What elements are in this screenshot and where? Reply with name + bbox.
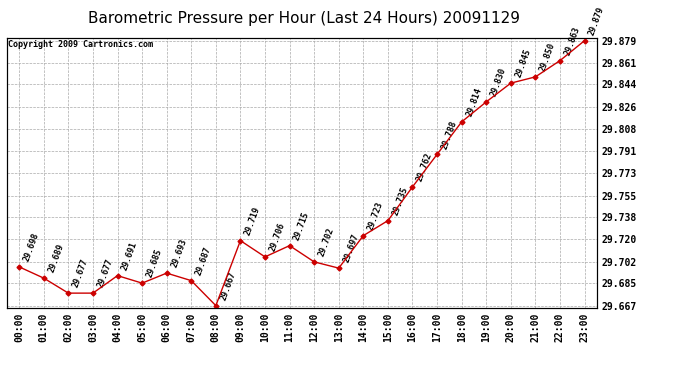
Text: 29.677: 29.677 bbox=[71, 258, 90, 289]
Text: 29.706: 29.706 bbox=[268, 222, 286, 253]
Text: 29.687: 29.687 bbox=[194, 245, 213, 276]
Text: 29.850: 29.850 bbox=[538, 42, 557, 73]
Text: 29.667: 29.667 bbox=[219, 270, 237, 302]
Text: 29.788: 29.788 bbox=[440, 119, 459, 150]
Text: 29.719: 29.719 bbox=[243, 205, 262, 237]
Text: 29.677: 29.677 bbox=[96, 258, 115, 289]
Text: 29.735: 29.735 bbox=[391, 185, 409, 216]
Text: 29.863: 29.863 bbox=[563, 25, 582, 57]
Text: 29.715: 29.715 bbox=[293, 210, 311, 242]
Text: 29.845: 29.845 bbox=[513, 48, 532, 79]
Text: 29.830: 29.830 bbox=[489, 66, 508, 98]
Text: 29.814: 29.814 bbox=[464, 87, 483, 118]
Text: 29.879: 29.879 bbox=[587, 5, 606, 36]
Text: 29.693: 29.693 bbox=[170, 238, 188, 269]
Text: 29.691: 29.691 bbox=[120, 240, 139, 272]
Text: Barometric Pressure per Hour (Last 24 Hours) 20091129: Barometric Pressure per Hour (Last 24 Ho… bbox=[88, 11, 520, 26]
Text: 29.689: 29.689 bbox=[46, 243, 66, 274]
Text: Copyright 2009 Cartronics.com: Copyright 2009 Cartronics.com bbox=[8, 40, 153, 49]
Text: 29.723: 29.723 bbox=[366, 200, 385, 231]
Text: 29.762: 29.762 bbox=[415, 152, 434, 183]
Text: 29.685: 29.685 bbox=[145, 248, 164, 279]
Text: 29.697: 29.697 bbox=[342, 233, 360, 264]
Text: 29.702: 29.702 bbox=[317, 226, 335, 258]
Text: 29.698: 29.698 bbox=[22, 231, 41, 263]
